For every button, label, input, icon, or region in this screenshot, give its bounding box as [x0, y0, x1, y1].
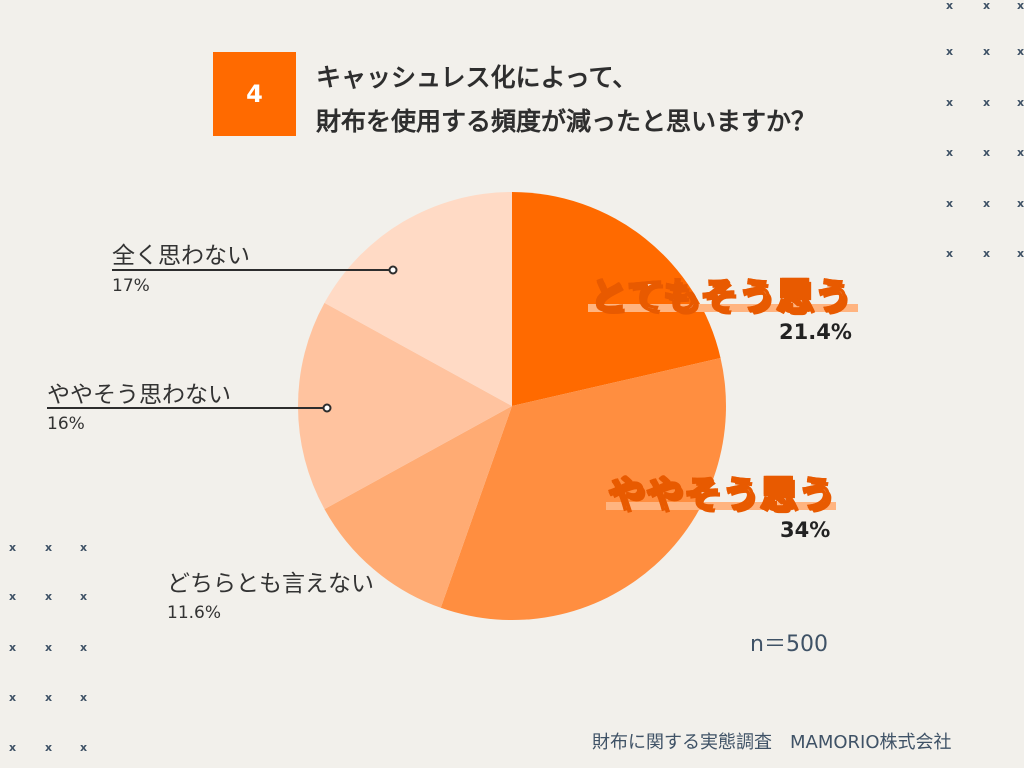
slice-zenzen: [324, 192, 512, 406]
decor-x-top-2-0: x: [946, 96, 954, 109]
decor-x-bottom-4-1: x: [45, 741, 53, 754]
decor-x-top-0-0: x: [946, 0, 954, 12]
question-title-line1: キャッシュレス化によって、: [316, 63, 638, 92]
decor-x-top-5-1: x: [983, 247, 991, 260]
decor-x-bottom-2-2: x: [80, 641, 88, 654]
slice-yaya: [440, 358, 727, 620]
decor-x-top-0-2: x: [1017, 0, 1024, 12]
label-yaya-not: ややそう思わない: [47, 382, 231, 408]
pct-zenzen: 17%: [112, 276, 150, 296]
pct-yaya-not: 16%: [47, 414, 85, 434]
label-zenzen: 全く思わない: [112, 243, 250, 269]
decor-x-top-3-0: x: [946, 146, 954, 159]
decor-x-bottom-1-1: x: [45, 590, 53, 603]
sample-size: n＝500: [750, 632, 828, 657]
decor-x-top-0-1: x: [983, 0, 991, 12]
leader-dot-yaya-not: [322, 403, 332, 413]
decor-x-top-4-2: x: [1017, 197, 1024, 210]
label-dochira: どちらとも言えない: [167, 571, 374, 597]
decor-x-top-2-1: x: [983, 96, 991, 109]
decor-x-bottom-0-2: x: [80, 541, 88, 554]
label-yaya: ややそう思う: [607, 472, 836, 517]
decor-x-bottom-1-2: x: [80, 590, 88, 603]
label-totemo: とてもそう思う: [589, 274, 853, 319]
decor-x-bottom-2-0: x: [9, 641, 17, 654]
decor-x-top-5-2: x: [1017, 247, 1024, 260]
decor-x-top-5-0: x: [946, 247, 954, 260]
decor-x-top-2-2: x: [1017, 96, 1024, 109]
decor-x-bottom-4-0: x: [9, 741, 17, 754]
decor-x-bottom-0-1: x: [45, 541, 53, 554]
question-title: キャッシュレス化によって、 財布を使用する頻度が減ったと思いますか？: [316, 56, 816, 144]
pct-totemo: 21.4%: [779, 320, 852, 344]
decor-x-top-3-1: x: [983, 146, 991, 159]
highlight-totemo: [588, 304, 858, 312]
decor-x-top-4-0: x: [946, 197, 954, 210]
highlight-yaya: [606, 502, 836, 510]
decor-x-top-1-0: x: [946, 45, 954, 58]
source-credit: 財布に関する実態調査 MAMORIO株式会社: [592, 732, 952, 753]
decor-x-bottom-1-0: x: [9, 590, 17, 603]
decor-x-top-1-2: x: [1017, 45, 1024, 58]
slice-yaya-not: [297, 302, 512, 510]
decor-x-bottom-0-0: x: [9, 541, 17, 554]
decor-x-bottom-3-0: x: [9, 691, 17, 704]
slice-totemo: [512, 192, 721, 406]
question-number-badge: 4: [213, 52, 296, 136]
pct-dochira: 11.6%: [167, 603, 222, 623]
decor-x-bottom-2-1: x: [45, 641, 53, 654]
question-title-line2: 財布を使用する頻度が減ったと思いますか？: [316, 107, 817, 136]
decor-x-bottom-3-1: x: [45, 691, 53, 704]
decor-x-top-1-1: x: [983, 45, 991, 58]
decor-x-bottom-4-2: x: [80, 741, 88, 754]
decor-x-bottom-3-2: x: [80, 691, 88, 704]
pct-yaya: 34%: [780, 518, 831, 542]
slice-dochira: [324, 406, 512, 608]
leader-dot-zenzen: [388, 265, 398, 275]
decor-x-top-4-1: x: [983, 197, 991, 210]
decor-x-top-3-2: x: [1017, 146, 1024, 159]
